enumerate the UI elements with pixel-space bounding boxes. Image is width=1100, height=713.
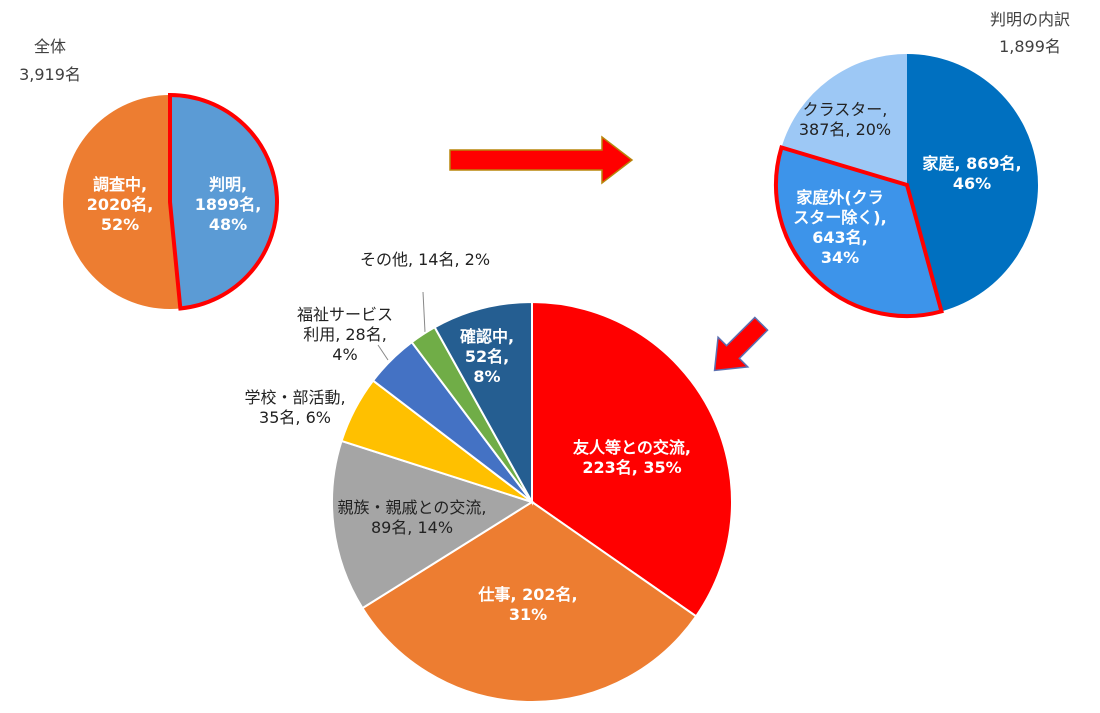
leader-line: [377, 344, 389, 361]
data-label: その他, 14名, 2%: [360, 250, 490, 269]
data-label: 確認中, 52名, 8%: [460, 327, 514, 386]
pie-slice: [531, 300, 733, 618]
pie-slice: [781, 54, 907, 185]
leader-line: [422, 291, 426, 333]
pie-title: 判明の内訳: [990, 10, 1070, 29]
pie-subtitle: 1,899名: [999, 37, 1061, 56]
pie-slice: [774, 145, 944, 318]
data-label: 家庭外(クラスター除く), 643名, 34%: [793, 188, 886, 267]
pie-slice: [907, 54, 1038, 312]
pie-slice: [331, 439, 535, 610]
pie-slice: [168, 92, 279, 311]
pie-title: 全体: [34, 37, 66, 56]
data-label: 調査中, 2020名, 52%: [87, 175, 154, 234]
data-label: 福祉サービス利用, 28名, 4%: [297, 305, 393, 364]
data-label: 親族・親戚との交流, 89名, 14%: [338, 498, 487, 537]
data-label: 学校・部活動, 35名, 6%: [244, 388, 345, 427]
data-label: クラスター, 387名, 20%: [799, 100, 891, 139]
arrow: [449, 135, 634, 185]
pie-slice: [361, 500, 698, 703]
pie-slice: [433, 300, 533, 506]
pie-subtitle: 3,919名: [19, 65, 81, 84]
data-label: 友人等との交流, 223名, 35%: [573, 438, 691, 477]
pie-slice: [62, 95, 181, 309]
data-label: 家庭, 869名, 46%: [922, 154, 1021, 193]
data-label: 仕事, 202名, 31%: [477, 585, 577, 624]
arrow: [713, 316, 769, 372]
data-label: 判明, 1899名, 48%: [195, 175, 262, 234]
